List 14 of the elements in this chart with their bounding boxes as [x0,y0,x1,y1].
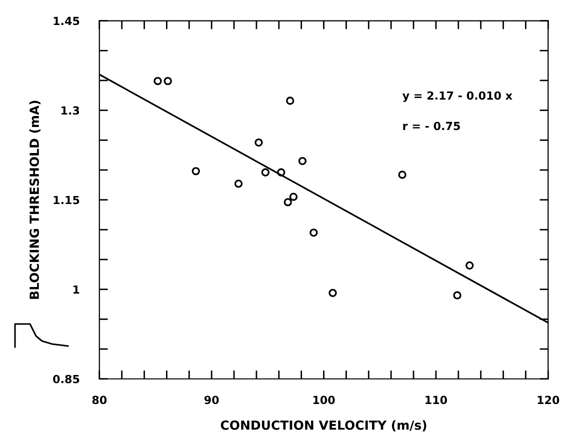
x-tick-label: 80 [92,396,107,404]
y-tick-label: 0.85 [53,374,80,384]
x-tick-label: 100 [313,396,335,404]
y-tick-label: 1.3 [62,106,80,115]
x-tick-label: 90 [204,396,219,404]
x-axis-title: CONDUCTION VELOCITY (m/s) [220,420,426,432]
annotation: y = 2.17 - 0.010 x [402,91,512,102]
y-tick-label: 1 [73,285,80,294]
x-tick-label: 120 [538,396,560,404]
annotation: r = - 0.75 [403,122,460,130]
y-axis-title: BLOCKING THRESHOLD (mA) [29,100,40,299]
y-tick-label: 1.15 [54,196,80,204]
y-tick-label: 1.45 [54,16,80,26]
x-tick-label: 110 [426,396,448,404]
